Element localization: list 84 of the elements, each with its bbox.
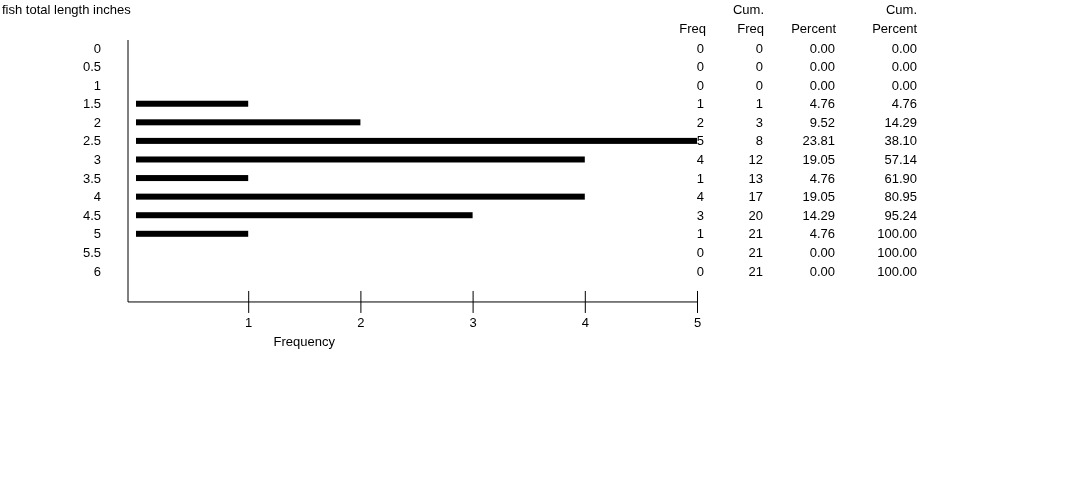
text: 3 xyxy=(755,114,763,130)
text: 4.76 xyxy=(891,96,917,112)
x-tick-label: 4 xyxy=(581,315,589,331)
data-label: 0 xyxy=(696,244,704,260)
x-tick-label: 5 xyxy=(693,315,702,331)
text: 23.81 xyxy=(802,133,835,149)
y-tick-label: 3.5 xyxy=(82,170,101,186)
bar xyxy=(136,119,361,126)
text: 80.95 xyxy=(884,189,917,205)
bar xyxy=(136,156,585,163)
text: 4.76 xyxy=(809,96,835,112)
bar xyxy=(136,212,473,219)
bar xyxy=(136,137,697,144)
text: Freq xyxy=(679,21,706,36)
data-label: 0 xyxy=(696,40,704,56)
text: 13 xyxy=(748,170,763,186)
text: 0.00 xyxy=(809,263,835,279)
text: 100.00 xyxy=(877,263,917,279)
text: 20 xyxy=(748,207,763,223)
data-label: 1 xyxy=(696,170,704,186)
y-tick-label: 2 xyxy=(93,114,101,130)
text: 21 xyxy=(748,244,763,260)
text: 95.24 xyxy=(884,207,917,223)
text: 0.00 xyxy=(809,77,835,93)
y-tick-label: 0 xyxy=(93,40,101,56)
data-label: 5 xyxy=(696,133,704,149)
data-label: 2 xyxy=(696,114,704,130)
data-label: 0 xyxy=(696,263,704,279)
text: 21 xyxy=(748,226,763,242)
text: 61.90 xyxy=(884,170,917,186)
text: 21 xyxy=(748,263,763,279)
y-tick-label: 4 xyxy=(93,189,101,205)
bar xyxy=(136,175,249,182)
text: Percent xyxy=(791,21,837,36)
y-tick-label: 5 xyxy=(93,226,101,242)
data-label: 0 xyxy=(696,59,704,75)
text: 0 xyxy=(755,77,763,93)
text: 19.05 xyxy=(802,189,835,205)
y-tick-label: 0.5 xyxy=(82,59,101,75)
text: 4.76 xyxy=(809,170,835,186)
data-label: 3 xyxy=(696,207,704,223)
text: 0 xyxy=(755,40,763,56)
data-label: 1 xyxy=(696,96,704,112)
x-tick-label: 3 xyxy=(469,315,477,331)
chart-title: fish total length inches xyxy=(2,2,132,17)
text: 100.00 xyxy=(877,244,917,260)
text: 0 xyxy=(755,59,763,75)
text: 0.00 xyxy=(809,244,835,260)
x-tick-label: 2 xyxy=(357,315,365,331)
data-label: 4 xyxy=(696,189,704,205)
y-tick-label: 1 xyxy=(93,77,101,93)
data-label: 4 xyxy=(696,152,704,168)
text: 12 xyxy=(748,152,763,168)
text: 14.29 xyxy=(802,207,835,223)
data-label: 1 xyxy=(696,226,704,242)
text: 0.00 xyxy=(809,40,835,56)
x-axis-title: Frequency xyxy=(273,333,336,349)
text: 8 xyxy=(755,133,763,149)
y-tick-label: 3 xyxy=(93,152,101,168)
data-label: 0 xyxy=(696,77,704,93)
text: 38.10 xyxy=(884,133,917,149)
text: 57.14 xyxy=(884,152,917,168)
text: 0.00 xyxy=(891,59,917,75)
bar xyxy=(136,193,585,200)
text: Cum. Percent xyxy=(872,2,918,36)
y-tick-label: 4.5 xyxy=(82,207,101,223)
text: 4.76 xyxy=(809,226,835,242)
y-tick-label: 1.5 xyxy=(82,96,101,112)
x-tick-label: 1 xyxy=(245,315,253,331)
y-tick-label: 6 xyxy=(93,263,101,279)
text: 17 xyxy=(748,189,763,205)
text: 0.00 xyxy=(891,77,917,93)
text: 0.00 xyxy=(809,59,835,75)
text: 0.00 xyxy=(891,40,917,56)
text: 100.00 xyxy=(877,226,917,242)
y-tick-label: 5.5 xyxy=(82,244,101,260)
bar xyxy=(136,230,249,237)
text: 19.05 xyxy=(802,152,835,168)
text: 9.52 xyxy=(809,114,835,130)
text: 14.29 xyxy=(884,114,917,130)
text: Cum. Freq xyxy=(732,2,764,36)
bar xyxy=(136,100,249,107)
y-tick-label: 2.5 xyxy=(82,133,101,149)
text: 1 xyxy=(755,96,763,112)
